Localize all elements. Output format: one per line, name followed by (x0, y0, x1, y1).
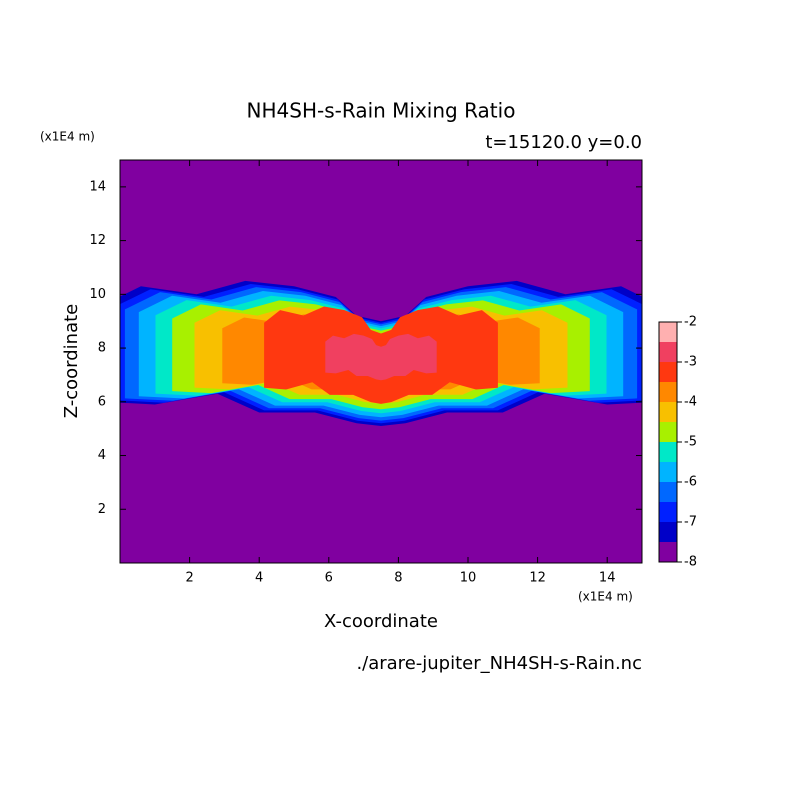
colorbar-band (659, 462, 677, 482)
x-unit: (x1E4 m) (578, 590, 633, 604)
colorbar-band (659, 342, 677, 362)
x-tick-label: 10 (460, 571, 477, 586)
x-tick-label: 12 (529, 571, 546, 586)
colorbar-tick-label: -2 (684, 315, 697, 330)
colorbar-tick-label: -3 (684, 355, 697, 370)
colorbar-band (659, 542, 677, 562)
y-tick-label: 6 (98, 394, 106, 409)
colorbar-band (659, 402, 677, 422)
colorbar-tick-label: -5 (684, 435, 697, 450)
x-tick-label: 2 (185, 571, 193, 586)
colorbar-tick-label: -8 (684, 555, 697, 570)
y-tick-label: 8 (98, 341, 106, 356)
colorbar-band (659, 382, 677, 402)
y-tick-label: 2 (98, 502, 106, 517)
colorbar-band (659, 442, 677, 462)
chart-subtitle: t=15120.0 y=0.0 (485, 132, 642, 153)
x-tick-label: 8 (394, 571, 402, 586)
y-unit: (x1E4 m) (40, 130, 95, 144)
file-name: ./arare-jupiter_NH4SH-s-Rain.nc (356, 653, 642, 674)
y-tick-label: 4 (98, 448, 106, 463)
colorbar-band (659, 482, 677, 502)
contour-field (120, 160, 642, 563)
colorbar-band (659, 322, 677, 342)
chart-title: NH4SH-s-Rain Mixing Ratio (247, 99, 516, 123)
colorbar-band (659, 522, 677, 542)
x-tick-label: 4 (255, 571, 263, 586)
y-tick-label: 10 (89, 287, 106, 302)
y-tick-label: 14 (89, 179, 106, 194)
colorbar-band (659, 502, 677, 522)
colorbar-tick-label: -6 (684, 475, 697, 490)
x-axis-label: X-coordinate (324, 611, 438, 632)
contour-band (325, 333, 437, 381)
colorbar-tick-label: -4 (684, 395, 697, 410)
x-tick-label: 6 (325, 571, 333, 586)
y-axis-label: Z-coordinate (61, 304, 82, 419)
colorbar-band (659, 362, 677, 382)
x-tick-label: 14 (599, 571, 616, 586)
colorbar-band (659, 422, 677, 442)
plot-frame (119, 159, 643, 564)
y-tick-label: 12 (89, 233, 106, 248)
colorbar-tick-label: -7 (684, 515, 697, 530)
